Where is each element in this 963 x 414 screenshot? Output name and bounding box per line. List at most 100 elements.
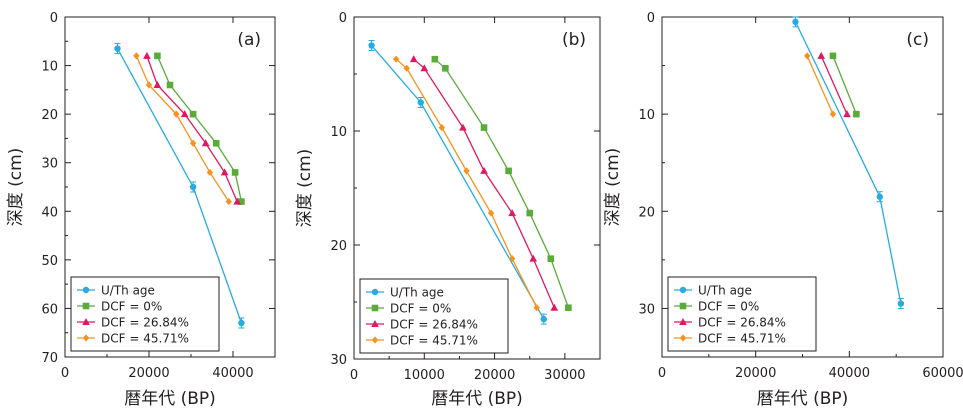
legend-marker bbox=[679, 318, 687, 325]
data-point bbox=[431, 55, 439, 63]
data-point bbox=[438, 123, 446, 132]
data-point bbox=[480, 166, 488, 174]
data-point bbox=[459, 123, 467, 131]
x-tick-label: 0 bbox=[61, 366, 69, 381]
legend-marker bbox=[371, 304, 379, 312]
legend-marker bbox=[82, 318, 90, 325]
y-tick-label: 10 bbox=[41, 60, 58, 75]
legend-entry: DCF = 26.84% bbox=[698, 316, 786, 330]
data-point bbox=[238, 198, 245, 205]
data-point bbox=[420, 64, 429, 72]
data-point bbox=[442, 65, 449, 72]
series-line bbox=[146, 55, 238, 202]
legend-entry: U/Th age bbox=[698, 284, 752, 298]
legend-marker bbox=[371, 336, 379, 344]
y-tick-label: 30 bbox=[41, 157, 58, 172]
data-point bbox=[540, 315, 547, 323]
data-point bbox=[368, 42, 375, 49]
data-point bbox=[180, 110, 189, 118]
legend: U/Th age DCF = 0% DCF = 26.84% DCF = 45.71% bbox=[359, 278, 509, 354]
data-point bbox=[114, 45, 121, 52]
data-point bbox=[508, 209, 516, 217]
legend-marker bbox=[679, 334, 687, 342]
x-axis-title: 暦年代 (BP) bbox=[124, 389, 216, 409]
data-point bbox=[876, 193, 883, 200]
x-tick-label: 30000 bbox=[544, 368, 585, 383]
legend-box bbox=[359, 278, 509, 354]
legend-entry: U/Th age bbox=[101, 284, 155, 298]
data-point bbox=[189, 183, 197, 191]
y-tick-label: 0 bbox=[647, 11, 655, 26]
data-point bbox=[803, 52, 811, 60]
data-point bbox=[206, 168, 214, 177]
data-point bbox=[212, 139, 220, 147]
y-tick-label: 10 bbox=[330, 125, 347, 140]
data-point bbox=[817, 51, 826, 59]
y-tick-label: 10 bbox=[638, 108, 655, 123]
chart-panel-c: 0 20000 40000 60000 0 10 20 30 暦年代 (BP) 深度 (cm) (c… bbox=[603, 11, 963, 409]
series-3 bbox=[392, 55, 540, 312]
series-line bbox=[156, 55, 243, 202]
x-tick-label: 20000 bbox=[735, 366, 776, 381]
legend-marker bbox=[679, 302, 687, 310]
data-point bbox=[403, 64, 410, 72]
y-axis-title: 深度 (cm) bbox=[603, 148, 623, 227]
chart-panel-b: 0 10000 20000 30000 0 10 20 30 暦年代 (BP) 深度 (cm) (b… bbox=[295, 11, 601, 409]
x-tick-label: 60000 bbox=[922, 366, 963, 381]
y-tick-label: 30 bbox=[330, 353, 347, 368]
legend-entry: U/Th age bbox=[390, 286, 444, 300]
x-tick-label: 20000 bbox=[474, 368, 515, 383]
chart-panel-a: 0 20000 40000 0 10 20 30 40 50 60 70 暦年代 (BP) 深度 (cm… bbox=[6, 11, 276, 409]
data-point bbox=[792, 18, 799, 26]
data-point bbox=[565, 304, 572, 311]
y-tick-label: 30 bbox=[638, 302, 655, 317]
legend-marker bbox=[371, 320, 379, 327]
series-1 bbox=[154, 52, 245, 205]
y-tick-label: 20 bbox=[638, 205, 655, 220]
data-point bbox=[463, 167, 470, 175]
data-point bbox=[166, 81, 174, 89]
data-point bbox=[526, 209, 534, 217]
y-tick-label: 70 bbox=[41, 351, 58, 366]
legend: U/Th age DCF = 0% DCF = 26.84% DCF = 45.71% bbox=[667, 276, 817, 352]
y-tick-label: 60 bbox=[41, 302, 58, 317]
data-point bbox=[547, 255, 555, 262]
y-axis-title: 深度 (cm) bbox=[6, 148, 26, 227]
series-1 bbox=[829, 52, 860, 118]
data-point bbox=[201, 139, 210, 147]
series-3 bbox=[133, 52, 232, 206]
legend-marker bbox=[371, 288, 379, 296]
y-tick-label: 20 bbox=[41, 108, 58, 123]
legend-marker bbox=[679, 286, 687, 294]
data-point bbox=[853, 110, 860, 118]
y-tick-label: 0 bbox=[50, 11, 58, 26]
data-point bbox=[843, 110, 851, 118]
panel-label: (c) bbox=[906, 30, 929, 50]
data-point bbox=[829, 110, 837, 118]
x-tick-label: 40000 bbox=[212, 366, 253, 381]
data-point bbox=[487, 209, 495, 217]
data-point bbox=[231, 169, 239, 176]
series-0 bbox=[114, 43, 245, 329]
data-point bbox=[829, 52, 837, 60]
data-point bbox=[529, 254, 538, 262]
x-tick-label: 20000 bbox=[128, 366, 169, 381]
data-point bbox=[153, 81, 162, 88]
x-axis-title: 暦年代 (BP) bbox=[431, 389, 523, 409]
legend-box bbox=[70, 276, 220, 352]
panel-label: (b) bbox=[562, 30, 586, 50]
series-line bbox=[434, 58, 569, 308]
data-point bbox=[505, 167, 512, 175]
data-point bbox=[233, 197, 241, 205]
legend-box bbox=[667, 276, 817, 352]
data-point bbox=[238, 319, 245, 327]
series-0 bbox=[368, 40, 547, 325]
legend-marker bbox=[82, 302, 90, 310]
data-point bbox=[189, 110, 197, 118]
series-2 bbox=[143, 51, 241, 205]
data-point bbox=[154, 52, 161, 60]
series-2 bbox=[817, 51, 851, 118]
legend-entry: DCF = 26.84% bbox=[390, 318, 478, 332]
y-tick-label: 20 bbox=[330, 239, 347, 254]
x-tick-label: 10000 bbox=[404, 368, 445, 383]
